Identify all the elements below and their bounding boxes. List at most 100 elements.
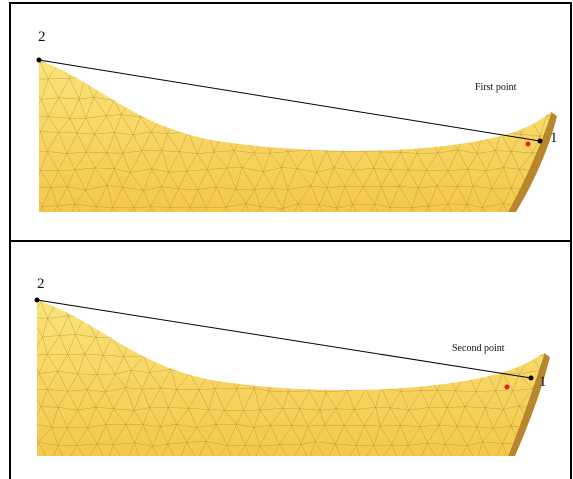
mesh-edge	[51, 282, 66, 284]
mesh-edge	[457, 463, 476, 464]
mesh-edge	[540, 443, 544, 445]
mesh-edge	[121, 114, 134, 135]
mesh-edge	[214, 354, 227, 375]
mesh-edge	[288, 61, 298, 80]
mesh-edge	[160, 387, 177, 390]
mesh-edge	[160, 369, 172, 388]
mesh-edge	[436, 170, 449, 187]
mesh-edge	[161, 133, 168, 151]
mesh-edge	[179, 315, 197, 317]
mesh-edge	[262, 336, 274, 353]
mesh-edge	[41, 406, 59, 408]
mesh-edge	[95, 406, 114, 410]
mesh-edge	[141, 79, 159, 82]
mesh-edge	[472, 186, 492, 189]
mesh-edge	[485, 353, 494, 371]
mesh-edge	[167, 442, 187, 445]
mesh-edge	[150, 186, 163, 207]
mesh-edge	[400, 425, 409, 446]
mesh-edge	[466, 204, 483, 208]
mesh-edge	[269, 77, 289, 80]
mesh-edge	[300, 444, 310, 456]
mesh-edge	[529, 99, 539, 115]
mesh-edge	[484, 407, 494, 429]
mesh-edge	[448, 300, 459, 319]
mesh-edge	[569, 282, 570, 301]
mesh-edge	[407, 426, 421, 446]
mesh-edge	[37, 354, 48, 356]
mesh-edge	[485, 170, 492, 189]
mesh-edge	[198, 389, 209, 410]
mesh-edge	[38, 442, 51, 456]
curved-surface	[39, 60, 551, 212]
mesh-edge	[178, 188, 198, 190]
mesh-edge	[125, 387, 143, 390]
mesh-edge	[124, 442, 135, 456]
mesh-edge	[113, 444, 126, 456]
mesh-edge	[324, 408, 337, 426]
mesh-edge	[389, 207, 403, 212]
mesh-edge	[121, 114, 141, 118]
mesh-edge	[233, 464, 253, 465]
mesh-edge	[65, 300, 77, 301]
mesh-edge	[354, 369, 373, 375]
mesh-edge	[352, 204, 364, 212]
mesh-edge	[345, 79, 365, 83]
mesh-edge	[75, 203, 97, 208]
mesh-edge	[94, 167, 108, 186]
mesh-edge	[122, 153, 131, 173]
mesh-edge	[390, 391, 402, 408]
mesh-edge	[143, 424, 161, 427]
mesh-edge	[245, 334, 252, 357]
mesh-edge	[510, 169, 520, 189]
mesh-edge	[76, 443, 98, 446]
mesh-edge	[373, 60, 381, 62]
mesh-edge	[85, 189, 97, 207]
mesh-edge	[149, 387, 161, 408]
mesh-edge	[177, 115, 189, 132]
mesh-edge	[324, 424, 336, 445]
mesh-edge	[141, 131, 152, 151]
mesh-edge	[298, 333, 308, 354]
mesh-edge	[42, 335, 60, 338]
mesh-edge	[84, 317, 105, 319]
mesh-edge	[309, 149, 317, 173]
mesh-edge	[259, 409, 271, 426]
mesh-edge	[370, 81, 381, 97]
mesh-edge	[380, 407, 391, 427]
mesh-edge	[122, 150, 142, 154]
mesh-edge	[291, 408, 300, 426]
panel-first-point: 2 1 First point	[9, 2, 572, 242]
mesh-edge	[197, 169, 208, 190]
mesh-edge	[198, 44, 207, 60]
mesh-edge	[306, 352, 316, 372]
mesh-edge	[335, 443, 357, 446]
mesh-edge	[519, 300, 539, 301]
mesh-edge	[390, 169, 400, 187]
mesh-edge	[337, 335, 354, 337]
mesh-edge	[510, 223, 531, 225]
mesh-edge	[390, 407, 409, 411]
mesh-edge	[464, 406, 478, 428]
mesh-edge	[244, 445, 254, 456]
mesh-edge	[310, 300, 316, 302]
mesh-edge	[346, 281, 364, 282]
mesh-edge	[380, 425, 401, 427]
mesh-edge	[152, 446, 161, 456]
mesh-edge	[315, 371, 327, 393]
mesh-edge	[438, 444, 446, 456]
mesh-edge	[568, 45, 570, 60]
mesh-edge	[334, 300, 348, 317]
mesh-edge	[381, 371, 391, 388]
mesh-edge	[315, 300, 328, 302]
mesh-edge	[47, 151, 68, 154]
mesh-edge	[180, 42, 198, 44]
mesh-edge	[37, 301, 42, 318]
mesh-edge	[46, 335, 61, 355]
mesh-edge	[190, 206, 200, 212]
mesh-edge	[97, 300, 116, 302]
mesh-edge	[354, 60, 365, 64]
mesh-edge	[447, 406, 465, 408]
mesh-edge	[436, 300, 449, 301]
mesh-edge	[214, 150, 235, 153]
